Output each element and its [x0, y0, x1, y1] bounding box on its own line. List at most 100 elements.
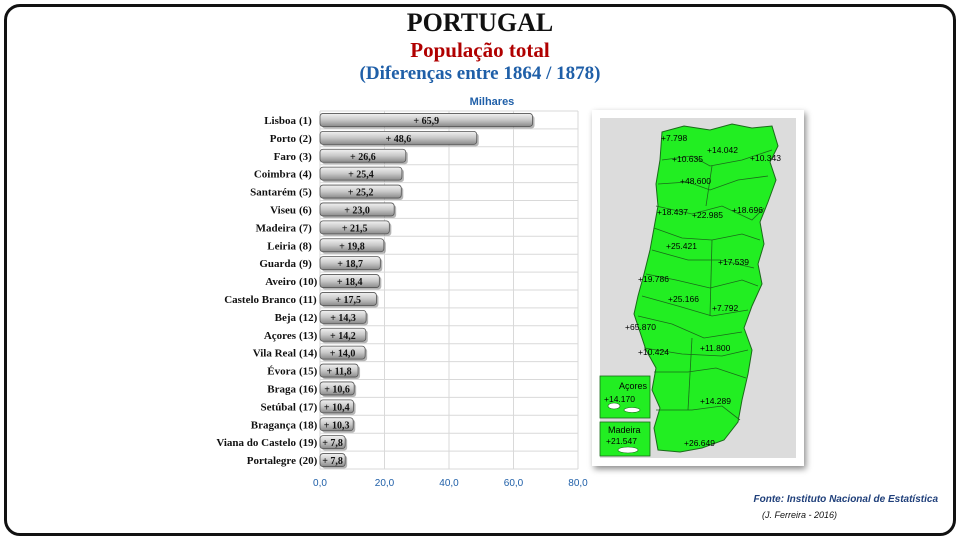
bar-value-label: + 10,4	[324, 402, 350, 413]
acores-value: +14.170	[604, 394, 635, 404]
bar-value-label: + 23,0	[344, 205, 370, 216]
category-label: Setúbal	[261, 401, 296, 413]
category-label: Faro	[274, 151, 297, 163]
district-value-label: +22.985	[692, 210, 723, 220]
rank-label: (13)	[299, 330, 318, 342]
district-border	[651, 249, 755, 269]
district-border	[709, 239, 713, 317]
x-tick-label: 80,0	[568, 478, 588, 489]
rank-label: (19)	[299, 437, 318, 449]
rank-label: (8)	[299, 240, 312, 252]
category-label: Leiria	[267, 240, 296, 252]
bar	[319, 417, 354, 432]
category-label: Aveiro	[265, 276, 296, 288]
category-label: Santarém	[250, 187, 296, 199]
page-subtitle: População total	[410, 38, 550, 62]
bar-value-label: + 17,5	[335, 295, 361, 306]
bar-value-label: + 11,8	[326, 367, 351, 378]
mainland-outline	[633, 123, 779, 453]
district-value-label: +18.437	[657, 207, 688, 217]
map-panel: +7.798 +14.042 +10.635 +10.343 +48.600 +18.43…	[592, 110, 804, 466]
bar-value-label: + 21,5	[342, 223, 368, 234]
bar-value-label: + 25,2	[348, 188, 374, 199]
bar	[319, 453, 346, 467]
district-value-label: +11.800	[700, 343, 731, 353]
madeira-name: Madeira	[608, 425, 641, 435]
category-label: Castelo Branco	[224, 294, 296, 306]
bar-value-label: + 14,0	[330, 349, 356, 360]
rank-label: (20)	[299, 455, 318, 467]
district-border	[657, 175, 769, 191]
rank-label: (2)	[299, 133, 312, 145]
district-border	[656, 405, 741, 421]
bar	[319, 327, 367, 342]
rank-label: (5)	[299, 187, 312, 199]
district-value-label: +7.798	[661, 133, 688, 143]
acores-name: Açores	[619, 381, 648, 391]
category-label: Viseu	[270, 204, 296, 216]
rank-label: (7)	[299, 222, 312, 234]
rank-label: (14)	[299, 348, 318, 360]
district-border	[641, 295, 749, 317]
portugal-map: +7.798 +14.042 +10.635 +10.343 +48.600 +18.43…	[599, 118, 796, 458]
bar-value-label: + 14,2	[330, 331, 356, 342]
rank-label: (10)	[299, 276, 318, 288]
bar-value-label: + 25,4	[348, 170, 374, 181]
district-border	[637, 315, 743, 339]
bar	[319, 238, 385, 253]
acores-island	[607, 402, 621, 410]
acores-island	[623, 407, 641, 413]
bar	[319, 274, 380, 288]
bar-value-label: + 18,7	[337, 259, 363, 270]
bar	[319, 130, 478, 145]
district-value-label: +25.166	[668, 294, 699, 304]
category-label: Vila Real	[253, 348, 296, 360]
district-value-label: +26.649	[684, 438, 715, 448]
district-value-label: +10.343	[750, 153, 781, 163]
category-label: Bragança	[251, 419, 297, 431]
district-value-label: +10.424	[638, 347, 669, 357]
bar-value-label: + 7,8	[322, 438, 343, 449]
bar-value-label: + 65,9	[413, 116, 439, 127]
district-value-label: +10.635	[672, 154, 703, 164]
x-tick-label: 20,0	[375, 478, 395, 489]
bar	[319, 166, 403, 181]
rank-label: (17)	[299, 401, 318, 413]
bar	[319, 184, 402, 199]
bar-value-label: + 14,3	[330, 313, 356, 324]
madeira-value: +21.547	[606, 436, 637, 446]
category-label: Guarda	[259, 258, 296, 270]
bar-value-label: + 7,8	[322, 456, 343, 467]
district-border	[643, 347, 749, 357]
bar	[319, 292, 377, 306]
category-label: Madeira	[256, 222, 297, 234]
rank-label: (9)	[299, 258, 312, 270]
district-value-label: +48.600	[680, 176, 711, 186]
bar	[319, 220, 390, 235]
bar	[319, 148, 407, 163]
district-value-label: +19.786	[638, 274, 669, 284]
district-border	[645, 273, 759, 289]
bar	[319, 381, 355, 396]
bar	[319, 309, 367, 324]
author-note: (J. Ferreira - 2016)	[762, 510, 838, 520]
bar	[319, 202, 395, 217]
category-label: Braga	[267, 383, 296, 395]
category-label: Coimbra	[254, 169, 297, 181]
district-border	[705, 165, 713, 207]
rank-label: (11)	[299, 294, 317, 306]
bar-value-label: + 48,6	[386, 134, 412, 145]
rank-label: (16)	[299, 383, 318, 395]
category-label: Lisboa	[264, 115, 296, 127]
district-border	[687, 337, 693, 411]
bar	[319, 345, 366, 360]
bar-value-label: + 10,3	[324, 420, 350, 431]
rank-label: (15)	[299, 366, 318, 378]
district-value-label: +25.421	[666, 241, 697, 251]
category-label: Viana do Castelo	[216, 437, 296, 449]
district-value-label: +65.870	[625, 322, 656, 332]
x-tick-label: 60,0	[504, 478, 524, 489]
category-label: Portalegre	[247, 455, 296, 467]
rank-label: (1)	[299, 115, 312, 127]
